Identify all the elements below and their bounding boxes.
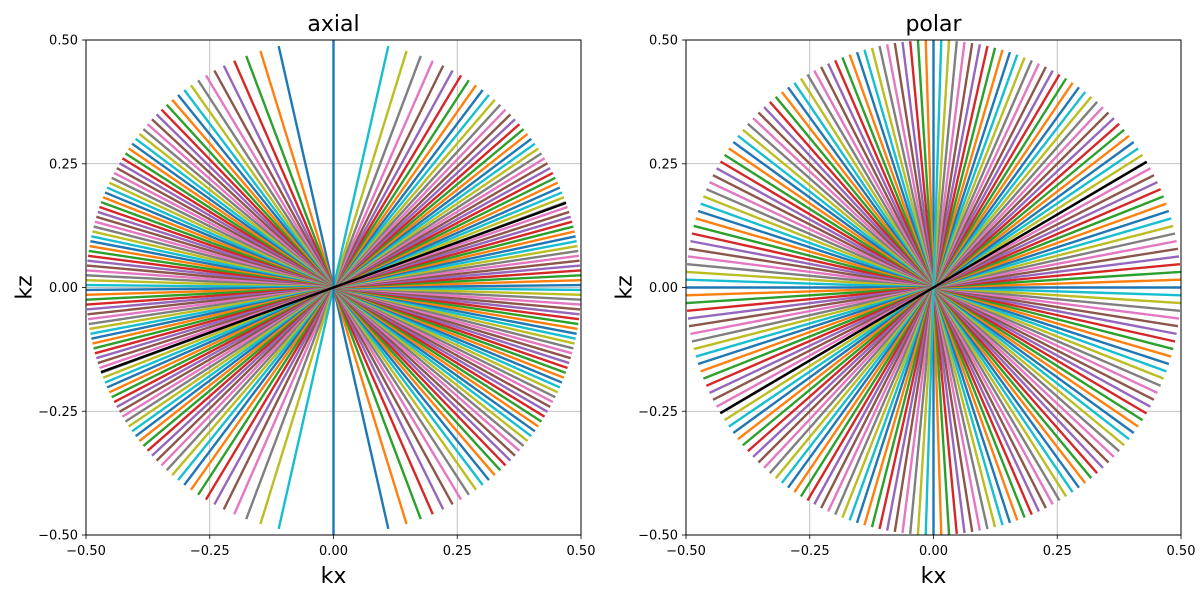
axial-y-tick-label: 0.25: [49, 157, 78, 172]
axial-x-tick-label: 0.25: [443, 544, 472, 559]
polar-y-tick-label: −0.50: [638, 529, 678, 544]
polar-y-axis-label: kz: [613, 275, 638, 299]
polar-spokes: [686, 40, 1181, 535]
axial-y-tick-label: −0.50: [38, 529, 78, 544]
axial-x-tick-label: 0.00: [319, 544, 348, 559]
axial-y-tick-label: 0.50: [49, 34, 78, 49]
polar-y-tick-label: 0.25: [649, 157, 678, 172]
polar-title: polar: [905, 12, 962, 37]
axial-x-axis-label: kx: [321, 564, 347, 589]
polar-x-axis-label: kx: [921, 564, 947, 589]
axial-y-tick-label: −0.25: [38, 405, 78, 420]
axial-title: axial: [307, 12, 359, 37]
polar-y-tick-label: 0.00: [649, 281, 678, 296]
polar-y-tick-label: 0.50: [649, 34, 678, 49]
polar-x-tick-label: −0.25: [790, 544, 830, 559]
axial-x-tick-label: 0.50: [567, 544, 596, 559]
polar-x-tick-label: 0.00: [919, 544, 948, 559]
axial-x-tick-label: −0.50: [66, 544, 106, 559]
axial-y-axis-label: kz: [13, 275, 38, 299]
axial-y-tick-label: 0.00: [49, 281, 78, 296]
axial-x-tick-label: −0.25: [190, 544, 230, 559]
polar-x-tick-label: −0.50: [666, 544, 706, 559]
polar-x-tick-label: 0.25: [1043, 544, 1072, 559]
polar-y-tick-label: −0.25: [638, 405, 678, 420]
polar-x-tick-label: 0.50: [1167, 544, 1196, 559]
